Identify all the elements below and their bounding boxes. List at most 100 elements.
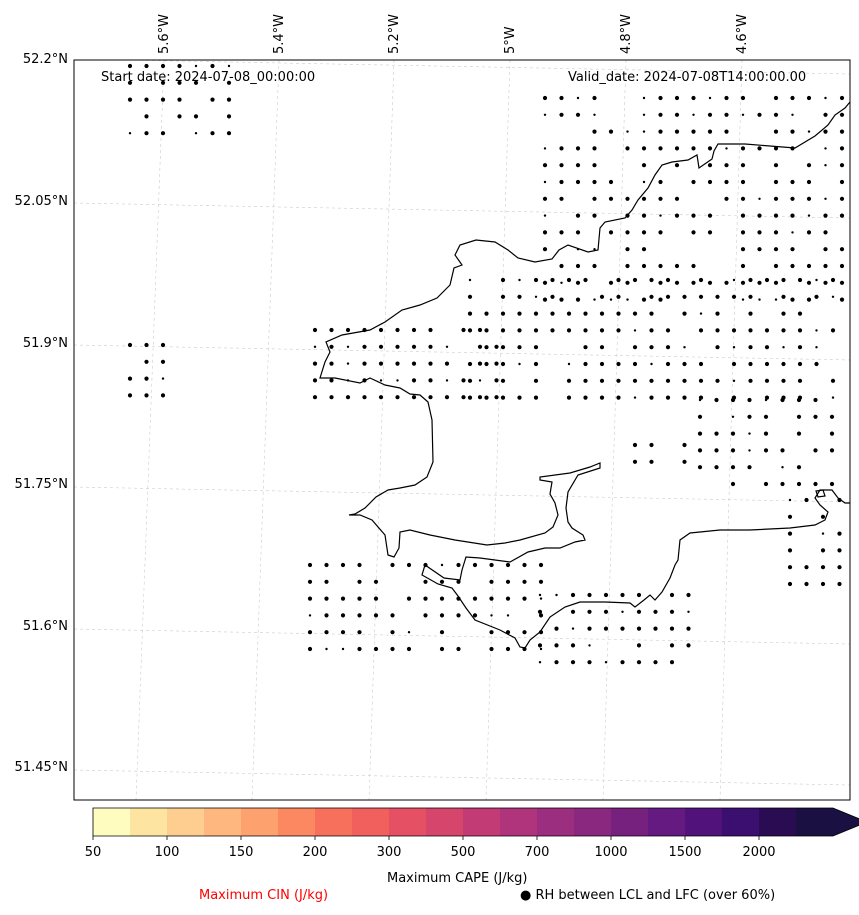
rh-dot [357,646,362,652]
rh-dot [533,311,539,316]
rh-dot [177,63,182,69]
rh-dot [489,596,494,601]
rh-dot [534,295,538,298]
lon-label-5-4: 5.4°W [272,13,287,54]
rh-dot [406,646,412,652]
rh-dot [444,395,450,400]
rh-dot [177,80,182,85]
rh-dot [428,378,433,383]
rh-dot [831,396,835,399]
rh-dot [616,294,621,299]
rh-dot [566,328,572,333]
rh-dot [687,610,690,613]
rh-dot [691,213,696,218]
rh-dot [489,646,494,652]
rh-dot [773,247,779,252]
rh-dot [625,280,630,285]
rh-dot [592,95,597,101]
rh-dot [345,395,351,400]
rh-dot [478,379,482,382]
rh-dot [674,213,680,218]
rh-dot [642,96,646,100]
rh-dot [390,646,395,652]
rh-dot [477,344,483,349]
rh-dot [641,146,647,151]
rh-dot [373,613,379,618]
rh-dot [669,660,675,665]
rh-dot [823,280,828,285]
rh-dot [329,378,334,383]
rh-dot [378,361,384,366]
rh-dot [788,498,792,502]
rh-dot [732,346,736,349]
rh-dot [658,146,663,151]
rh-dot [757,247,762,252]
rh-dot [748,294,753,299]
rh-dot [467,328,473,333]
colorbar-swatch [796,808,834,836]
rh-dot [641,297,647,302]
rh-dot [522,562,527,568]
rh-dot [790,297,795,302]
rh-dot [616,361,621,367]
rh-dot [730,481,736,487]
rh-dot [740,230,746,235]
map-border [73,59,851,801]
rh-dot [787,548,793,553]
rh-dot [592,213,597,218]
rh-dot [608,179,614,185]
rh-dot [837,565,842,570]
rh-dot [691,179,696,185]
rh-dot [533,328,539,333]
rh-dot [641,247,647,252]
rh-dot [636,643,642,648]
rh-dot [725,147,728,150]
rh-dot [820,565,826,570]
rh-dot [593,298,596,301]
rh-dot [608,280,614,285]
rh-dot [806,263,812,269]
rh-dot [127,342,133,348]
rh-dot [707,179,713,185]
rh-dot [599,395,605,400]
rh-dot [522,630,527,635]
rh-dot [428,395,433,400]
rh-dot [839,163,845,168]
rh-dot [773,95,779,101]
rh-dot [787,581,793,587]
rh-dot [428,361,433,366]
rh-dot [774,298,778,301]
colorbar-swatch [352,808,390,836]
colorbar-tick-label: 100 [154,845,180,860]
rh-dot [616,277,621,283]
rh-dot [632,378,638,383]
rh-dot [616,378,621,383]
rh-dot [592,179,597,185]
rh-dot [791,231,794,234]
rh-dot [210,131,215,136]
rh-dot [659,214,662,217]
rh-dot [543,113,547,117]
rh-dot [824,96,827,100]
rh-dot [829,448,835,453]
rh-dot [307,579,313,584]
rh-dot [395,395,400,400]
rh-dot [477,395,483,400]
rh-dot [144,63,149,69]
rh-dot [583,361,588,367]
rh-dot [307,562,313,568]
rh-dot [839,146,845,151]
rh-dot [724,179,729,185]
rh-dot [160,342,166,348]
colorbar-tick-label: 1000 [594,845,628,860]
rh-dot [575,263,581,269]
rh-dot [583,328,588,333]
rh-dot [748,378,753,383]
rh-dot [456,613,461,618]
rh-dot [691,129,696,134]
rh-dot [559,263,564,269]
rh-dot [477,361,483,366]
rh-dot [445,379,449,382]
rh-dot [127,376,133,381]
lon-label-5-6: 5.6°W [157,13,172,54]
